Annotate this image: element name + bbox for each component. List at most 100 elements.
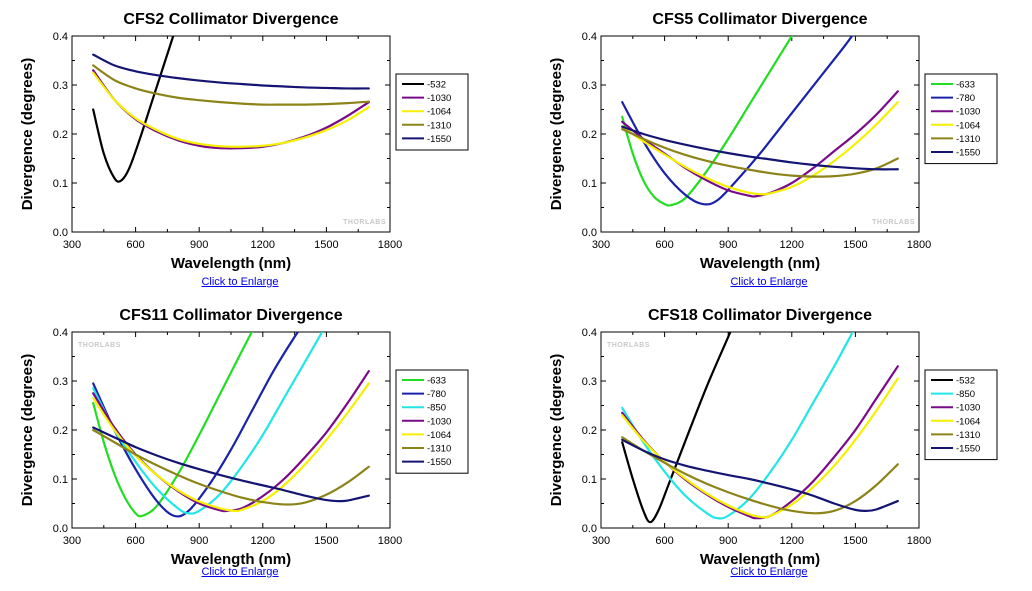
series-group <box>621 332 899 524</box>
x-tick-label: 1800 <box>378 535 402 547</box>
y-tick-label: 0.2 <box>53 129 68 141</box>
y-axis-label: Divergence (degrees) <box>19 354 36 507</box>
chart-svg: CFS11 Collimator Divergence 300 600 900 1200… <box>19 307 469 568</box>
x-tick-label: 1200 <box>780 239 804 251</box>
click-to-enlarge-link[interactable]: Click to Enlarge <box>201 276 279 288</box>
legend-label: -1064 <box>427 107 451 118</box>
legend-label: -850 <box>427 403 446 414</box>
x-tick-label: 300 <box>63 239 81 251</box>
x-tick-label: 1200 <box>780 535 804 547</box>
y-tick-label: 0.4 <box>582 31 597 43</box>
x-tick-label: 1500 <box>843 535 867 547</box>
chart-title: CFS2 Collimator Divergence <box>123 11 338 28</box>
plot-area <box>600 35 920 233</box>
series-line-633 <box>621 36 794 207</box>
y-tick-label: 0.0 <box>53 227 68 239</box>
y-tick-label: 0.1 <box>53 178 68 190</box>
x-tick-label: 1500 <box>314 535 338 547</box>
legend-label: -1550 <box>427 457 451 468</box>
y-tick-label: 0.1 <box>53 474 68 486</box>
legend-label: -633 <box>427 376 446 387</box>
chart-title: CFS18 Collimator Divergence <box>648 307 872 324</box>
legend-box <box>924 73 998 165</box>
legend-label: -1064 <box>956 416 980 427</box>
legend-label: -1310 <box>956 430 980 441</box>
legend-label: -780 <box>956 93 975 104</box>
legend-label: -532 <box>956 376 975 387</box>
series-line-850 <box>92 332 324 515</box>
x-tick-label: 600 <box>126 535 144 547</box>
legend-label: -1550 <box>956 148 980 159</box>
chart-panel-cfs2: CFS2 Collimator Divergence 300 600 900 1200 1… <box>0 0 516 295</box>
chart-svg: CFS5 Collimator Divergence 300 600 900 1200 1… <box>548 11 998 272</box>
legend-label: -1030 <box>427 93 451 104</box>
legend-label: -1030 <box>956 107 980 118</box>
x-tick-label: 1800 <box>378 239 402 251</box>
legend-label: -1310 <box>427 444 451 455</box>
x-tick-label: 1200 <box>251 535 275 547</box>
chart-title: CFS5 Collimator Divergence <box>652 11 867 28</box>
thorlabs-watermark: THORLABS <box>343 219 386 226</box>
y-tick-label: 0.0 <box>582 227 597 239</box>
plot-area <box>600 331 920 529</box>
y-tick-label: 0.0 <box>582 523 597 535</box>
series-line-850 <box>621 332 855 520</box>
y-tick-label: 0.2 <box>582 425 597 437</box>
series-line-1310 <box>92 64 370 106</box>
y-tick-label: 0.2 <box>582 129 597 141</box>
x-tick-label: 600 <box>655 239 673 251</box>
series-line-532 <box>92 36 175 183</box>
x-axis-label: Wavelength (nm) <box>700 255 820 272</box>
legend-label: -633 <box>956 80 975 91</box>
y-tick-label: 0.3 <box>582 376 597 388</box>
thorlabs-watermark: THORLABS <box>78 342 121 349</box>
y-axis-label: Divergence (degrees) <box>548 354 565 507</box>
x-tick-label: 900 <box>190 535 208 547</box>
y-tick-label: 0.4 <box>53 327 68 339</box>
legend-label: -850 <box>956 389 975 400</box>
legend-label: -1550 <box>956 444 980 455</box>
series-group <box>92 36 370 183</box>
x-tick-label: 300 <box>592 535 610 547</box>
chart-panel-cfs11: CFS11 Collimator Divergence 300 600 900 1200… <box>0 296 516 591</box>
thorlabs-watermark: THORLABS <box>607 342 650 349</box>
chart-svg: CFS2 Collimator Divergence 300 600 900 1200 1… <box>19 11 469 272</box>
series-line-532 <box>621 332 732 524</box>
click-to-enlarge-link[interactable]: Click to Enlarge <box>730 276 808 288</box>
click-to-enlarge-link[interactable]: Click to Enlarge <box>201 566 279 578</box>
y-tick-label: 0.1 <box>582 178 597 190</box>
series-line-1064 <box>621 101 899 196</box>
x-axis-label: Wavelength (nm) <box>171 551 291 568</box>
y-axis-label: Divergence (degrees) <box>19 58 36 211</box>
x-tick-label: 900 <box>719 239 737 251</box>
y-tick-label: 0.0 <box>53 523 68 535</box>
x-tick-label: 900 <box>190 239 208 251</box>
x-axis-label: Wavelength (nm) <box>700 551 820 568</box>
y-tick-label: 0.3 <box>582 80 597 92</box>
chart-svg: CFS18 Collimator Divergence 300 600 900 1200… <box>548 307 998 568</box>
y-tick-label: 0.1 <box>582 474 597 486</box>
x-axis-label: Wavelength (nm) <box>171 255 291 272</box>
thorlabs-watermark: THORLABS <box>872 219 915 226</box>
series-group <box>621 36 899 207</box>
series-line-780 <box>92 332 300 518</box>
series-line-1550 <box>92 426 370 503</box>
legend-label: -1064 <box>956 120 980 131</box>
plot-area <box>71 331 391 529</box>
x-tick-label: 300 <box>592 239 610 251</box>
chart-panel-cfs5: CFS5 Collimator Divergence 300 600 900 1200 1… <box>529 0 1032 295</box>
x-tick-label: 900 <box>719 535 737 547</box>
click-to-enlarge-link[interactable]: Click to Enlarge <box>730 566 808 578</box>
legend-label: -1064 <box>427 430 451 441</box>
legend-label: -1030 <box>427 416 451 427</box>
series-line-780 <box>621 36 854 206</box>
chart-panel-cfs18: CFS18 Collimator Divergence 300 600 900 1200… <box>529 296 1032 591</box>
series-line-1550 <box>621 125 899 171</box>
legend-label: -1550 <box>427 134 451 145</box>
x-tick-label: 1800 <box>907 535 931 547</box>
y-axis-label: Divergence (degrees) <box>548 58 565 211</box>
series-line-1064 <box>92 382 370 513</box>
y-tick-label: 0.3 <box>53 80 68 92</box>
legend-label: -1310 <box>956 134 980 145</box>
series-line-1064 <box>92 71 370 148</box>
